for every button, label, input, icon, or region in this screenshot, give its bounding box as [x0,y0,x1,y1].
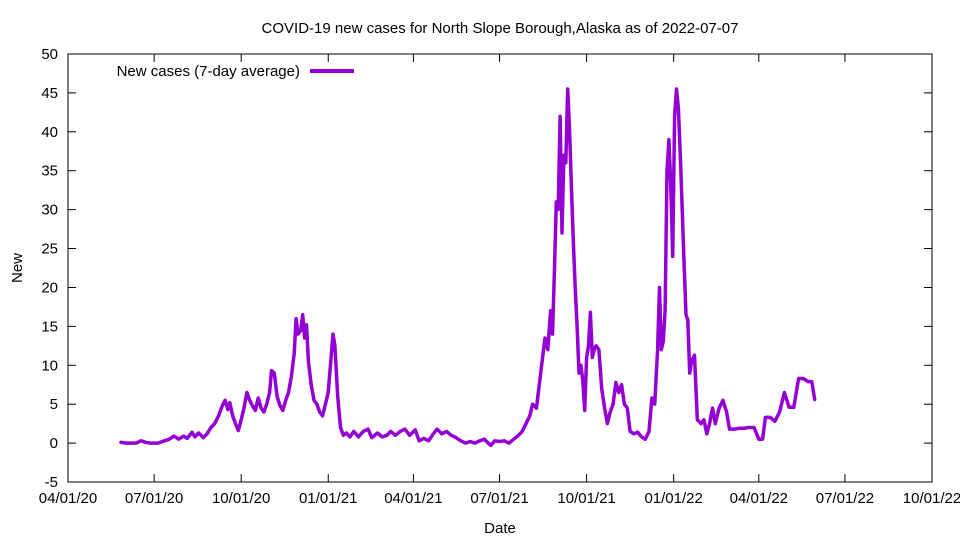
y-tick-label: 10 [41,357,58,374]
y-tick-label: 25 [41,241,58,258]
x-tick-label: 04/01/20 [39,490,97,507]
series-group [119,87,817,448]
x-tick-label: 07/01/21 [470,490,528,507]
y-tick-label: 50 [41,46,58,63]
x-tick-label: 04/01/22 [730,490,788,507]
y-tick-label: 15 [41,318,58,335]
series-line [119,87,817,448]
legend: New cases (7-day average) [117,63,354,80]
x-axis-label: Date [484,520,516,537]
y-tick-label: 0 [50,435,58,452]
y-tick-label: 40 [41,124,58,141]
x-tick-label: 01/01/21 [299,490,357,507]
y-tick-label: 30 [41,202,58,219]
y-tick-label: 35 [41,163,58,180]
x-tick-label: 04/01/21 [384,490,442,507]
chart-title: COVID-19 new cases for North Slope Borou… [262,20,739,37]
x-tick-label: 01/01/22 [644,490,702,507]
x-tick-label: 07/01/22 [816,490,874,507]
x-tick-label: 07/01/20 [125,490,183,507]
y-tick-label: 20 [41,279,58,296]
y-tick-label: -5 [45,474,58,491]
axis-ticks: -5 0 5 10 15 20 25 30 35 40 45 50 04/01/20 07/01/20 10… [39,46,960,507]
plot-frame [67,53,933,483]
x-tick-label: 10/01/21 [557,490,615,507]
x-tick-label: 10/01/20 [212,490,270,507]
y-tick-label: 5 [50,396,58,413]
y-tick-label: 45 [41,85,58,102]
y-axis-label: New [9,253,26,283]
x-tick-label: 10/01/22 [903,490,960,507]
legend-label: New cases (7-day average) [117,63,300,80]
